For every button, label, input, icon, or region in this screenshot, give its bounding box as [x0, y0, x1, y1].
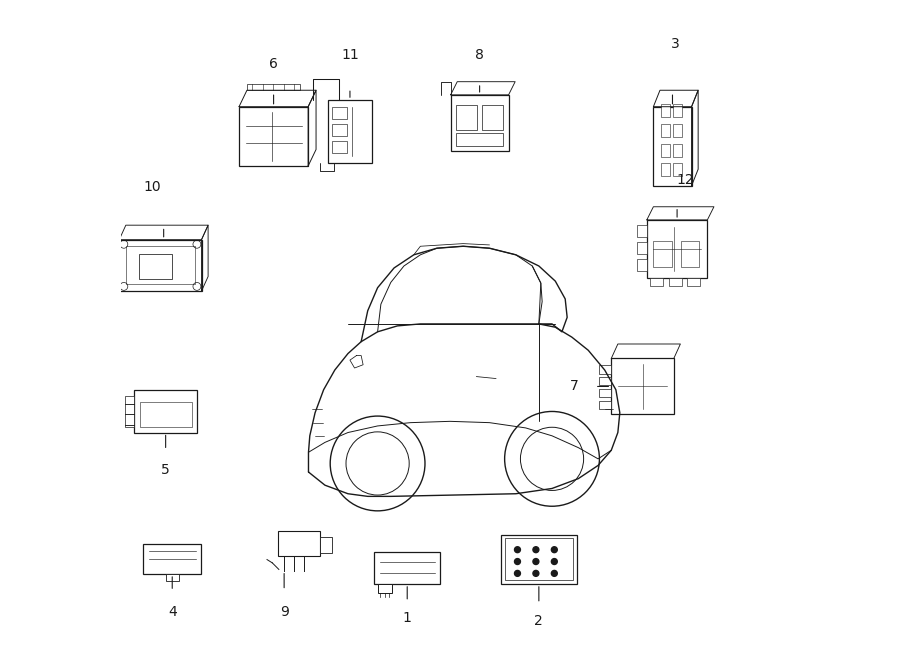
- Bar: [505, 539, 572, 580]
- Circle shape: [552, 570, 557, 576]
- Bar: [126, 247, 195, 284]
- Bar: [673, 163, 681, 176]
- Bar: [451, 95, 508, 151]
- Bar: [134, 390, 197, 432]
- Bar: [599, 365, 611, 373]
- Bar: [653, 241, 671, 267]
- Text: 1: 1: [403, 611, 411, 625]
- Bar: [378, 584, 392, 593]
- Circle shape: [552, 547, 557, 553]
- Bar: [247, 84, 301, 91]
- Bar: [143, 545, 202, 574]
- Bar: [599, 401, 611, 409]
- Circle shape: [533, 559, 539, 564]
- Bar: [332, 124, 347, 136]
- Bar: [662, 124, 670, 137]
- Bar: [332, 141, 347, 153]
- Bar: [374, 553, 440, 584]
- Bar: [501, 535, 577, 584]
- Text: 9: 9: [280, 605, 289, 619]
- Bar: [328, 100, 373, 163]
- Circle shape: [552, 559, 557, 564]
- Bar: [166, 574, 179, 580]
- Bar: [662, 104, 670, 117]
- Bar: [140, 402, 192, 427]
- Bar: [662, 143, 670, 157]
- Circle shape: [533, 570, 539, 576]
- Text: 10: 10: [144, 180, 161, 194]
- Bar: [599, 389, 611, 397]
- Bar: [650, 278, 663, 286]
- Text: 12: 12: [677, 173, 695, 188]
- Bar: [637, 225, 647, 237]
- Text: 5: 5: [161, 463, 170, 477]
- Bar: [687, 278, 700, 286]
- Circle shape: [533, 547, 539, 553]
- Bar: [653, 106, 691, 186]
- Bar: [119, 240, 202, 291]
- Text: 8: 8: [475, 48, 484, 62]
- Bar: [599, 377, 611, 385]
- Bar: [277, 531, 320, 557]
- Bar: [637, 259, 647, 271]
- Text: 2: 2: [535, 615, 544, 629]
- Bar: [681, 241, 699, 267]
- Bar: [482, 104, 503, 130]
- Bar: [637, 243, 647, 254]
- Bar: [139, 254, 172, 279]
- Bar: [332, 106, 347, 118]
- Text: 6: 6: [269, 57, 278, 71]
- Bar: [125, 396, 134, 427]
- Bar: [611, 358, 674, 414]
- Circle shape: [515, 570, 520, 576]
- Bar: [456, 104, 477, 130]
- Bar: [320, 537, 332, 553]
- Bar: [669, 278, 681, 286]
- Circle shape: [515, 547, 520, 553]
- Circle shape: [515, 559, 520, 564]
- Bar: [456, 133, 503, 146]
- Bar: [673, 143, 681, 157]
- Bar: [673, 104, 681, 117]
- Text: 4: 4: [168, 605, 176, 619]
- Bar: [673, 124, 681, 137]
- Bar: [662, 163, 670, 176]
- Bar: [647, 220, 707, 278]
- Bar: [239, 106, 308, 166]
- Text: 7: 7: [570, 379, 579, 393]
- Text: 3: 3: [671, 37, 680, 51]
- Text: 11: 11: [341, 48, 359, 62]
